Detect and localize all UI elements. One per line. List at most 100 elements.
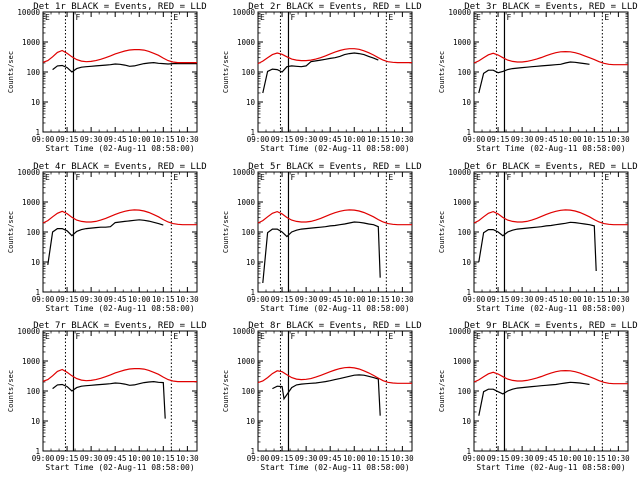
y-axis-label: Counts/sec [438,370,446,412]
x-tick-label: 09:15 [271,454,294,463]
y-tick-label: 1 [250,128,255,137]
y-tick-label: 10000 [448,168,471,177]
y-tick-label: 100 [457,387,471,396]
x-tick-label: 09:00 [247,135,270,144]
y-tick-label: 1000 [22,357,41,366]
y-tick-label: 10000 [17,327,40,336]
x-tick-label: 09:30 [295,454,318,463]
y-axis-label: Counts/sec [438,211,446,253]
event-marker-label: E [604,13,609,22]
series-lld-line [257,48,412,65]
event-marker-label: F [75,173,80,182]
x-axis-label: Start Time (02-Aug-11 08:58:00) [45,144,194,153]
x-tick-label: 10:15 [583,295,606,304]
detector-panel-5: Det 5r BLACK = Events, RED = LLD 1 10 100 10… [222,162,422,313]
x-tick-label: 10:30 [391,135,414,144]
series-events-line [262,221,381,284]
x-axis-label: Start Time (02-Aug-11 08:58:00) [476,144,625,153]
y-tick-label: 100 [26,68,40,77]
y-tick-label: 1000 [453,198,472,207]
series-lld-line [473,369,628,385]
x-tick-label: 10:30 [391,295,414,304]
y-tick-label: 100 [241,228,255,237]
y-tick-label: 1000 [237,198,256,207]
y-tick-label: 1000 [237,38,256,47]
event-marker-label: E [476,173,481,182]
plot-title: Det 3r BLACK = Events, RED = LLD [464,2,637,12]
plot-title: Det 1r BLACK = Events, RED = LLD [33,2,206,12]
x-tick-label: 09:00 [32,135,55,144]
x-tick-label: 10:30 [176,454,199,463]
y-tick-label: 100 [241,68,255,77]
plot-frame [42,171,198,293]
x-tick-label: 09:45 [104,454,127,463]
x-tick-label: 09:30 [80,295,103,304]
x-tick-label: 09:00 [32,454,55,463]
x-tick-label: 10:00 [343,135,366,144]
detector-panel-4: Det 4r BLACK = Events, RED = LLD 1 10 100 10… [7,162,207,313]
y-tick-label: 10000 [232,8,255,17]
event-marker-label: F [290,173,295,182]
y-tick-label: 10 [462,258,472,267]
y-tick-label: 1 [250,447,255,456]
detector-panel-1: Det 1r BLACK = Events, RED = LLD 1 10 100 10… [7,2,207,153]
event-marker-label: E [388,173,393,182]
y-tick-label: 10 [31,258,41,267]
event-marker-label: E [476,332,481,341]
plot-title: Det 2r BLACK = Events, RED = LLD [248,2,421,12]
series-lld-line [42,368,197,383]
event-marker-label: E [388,332,393,341]
x-tick-label: 09:15 [487,454,510,463]
series-events-line [272,374,381,416]
event-marker-label: F [506,13,511,22]
plot-title: Det 6r BLACK = Events, RED = LLD [464,162,637,172]
y-tick-label: 1 [466,447,471,456]
x-tick-label: 09:15 [56,135,79,144]
y-tick-label: 100 [457,228,471,237]
x-tick-label: 09:15 [56,295,79,304]
x-tick-label: 10:15 [152,454,175,463]
x-axis-label: Start Time (02-Aug-11 08:58:00) [260,463,409,472]
x-tick-label: 09:30 [511,454,534,463]
y-tick-label: 10 [462,417,472,426]
y-tick-label: 10000 [448,8,471,17]
series-events-line [47,219,164,265]
x-tick-label: 09:30 [80,454,103,463]
y-tick-label: 10 [246,258,256,267]
x-tick-label: 10:15 [367,295,390,304]
x-tick-label: 09:30 [80,135,103,144]
x-tick-label: 09:15 [487,295,510,304]
y-tick-label: 1 [35,447,40,456]
y-tick-label: 1000 [453,357,472,366]
series-events-line [478,221,597,272]
y-axis-label: Counts/sec [222,51,230,93]
plot-frame [42,330,198,452]
y-tick-label: 1 [466,288,471,297]
event-marker-label: E [260,332,265,341]
x-axis-label: Start Time (02-Aug-11 08:58:00) [260,304,409,313]
y-tick-label: 1000 [22,38,41,47]
y-tick-label: 1000 [237,357,256,366]
series-lld-line [257,366,412,384]
series-events-line [478,381,590,416]
event-marker-label: E [173,13,178,22]
detector-panel-8: Det 8r BLACK = Events, RED = LLD 1 10 100 10… [222,321,422,472]
x-tick-label: 10:00 [559,295,582,304]
x-tick-label: 09:15 [56,454,79,463]
plot-title: Det 5r BLACK = Events, RED = LLD [248,162,421,172]
plot-frame [257,330,413,452]
x-tick-label: 10:15 [367,135,390,144]
y-tick-label: 100 [241,387,255,396]
event-marker-label: F [506,173,511,182]
event-marker-label: E [476,13,481,22]
event-marker-label: E [604,332,609,341]
series-lld-line [257,209,412,226]
x-tick-label: 09:00 [247,295,270,304]
y-axis-label: Counts/sec [438,51,446,93]
event-marker-label: E [45,332,50,341]
x-tick-label: 09:15 [487,135,510,144]
x-tick-label: 09:00 [32,295,55,304]
x-tick-label: 10:15 [583,454,606,463]
y-axis-label: Counts/sec [7,370,15,412]
y-tick-label: 10 [246,417,256,426]
